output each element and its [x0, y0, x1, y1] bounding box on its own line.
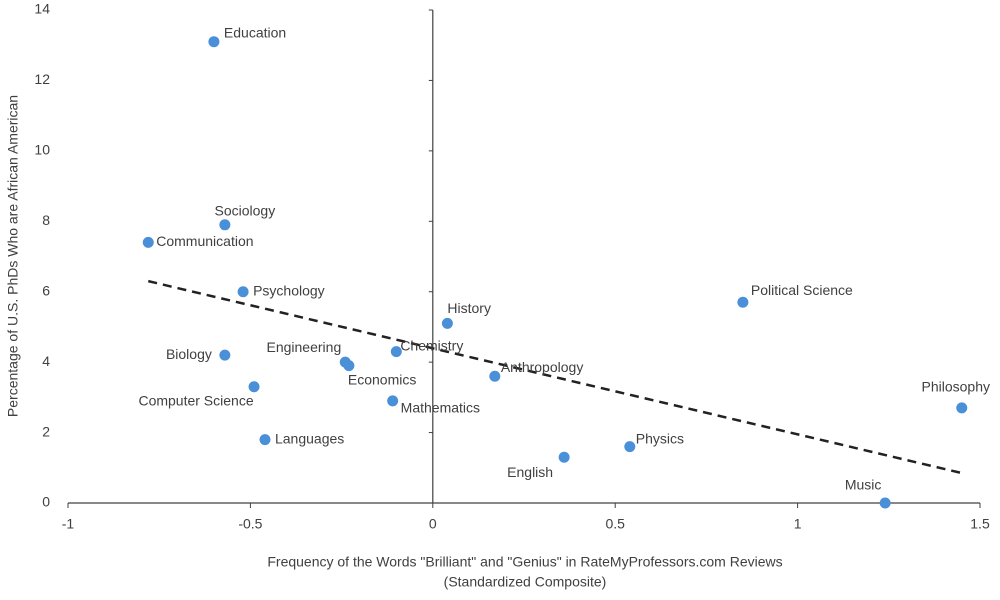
y-tick-label: 10	[34, 142, 50, 158]
y-tick-label: 6	[42, 282, 50, 298]
point-label: Psychology	[253, 282, 325, 298]
point-label: English	[507, 464, 553, 480]
point	[956, 402, 968, 414]
point	[441, 317, 453, 329]
y-tick-label: 4	[42, 353, 50, 369]
point-label: Biology	[166, 346, 212, 362]
trendline	[147, 279, 963, 475]
point-label: Communication	[156, 233, 253, 249]
x-tick-label: -0.5	[238, 516, 262, 532]
x-axis-title: Frequency of the Words "Brilliant" and "…	[267, 554, 782, 570]
y-axis-title: Percentage of U.S. PhDs Who are African …	[5, 95, 21, 417]
point-label: Chemistry	[400, 337, 463, 353]
x-axis-title: (Standardized Composite)	[444, 574, 607, 590]
y-tick-label: 8	[42, 212, 50, 228]
x-tick-label: -1	[62, 516, 75, 532]
x-tick-label: 0.5	[605, 516, 625, 532]
point	[208, 36, 220, 48]
point	[259, 434, 271, 446]
point-label: Sociology	[215, 203, 276, 219]
x-tick-label: 0	[429, 516, 437, 532]
point-label: Education	[224, 24, 286, 40]
point	[879, 497, 891, 509]
point	[737, 296, 749, 308]
point-label: Philosophy	[922, 379, 991, 395]
point	[558, 451, 570, 463]
point	[489, 370, 501, 382]
point-label: History	[447, 300, 491, 316]
point	[248, 381, 260, 393]
y-tick-label: 2	[42, 423, 50, 439]
y-tick-label: 14	[34, 1, 50, 17]
point	[387, 395, 399, 407]
point	[219, 349, 231, 361]
point	[142, 236, 154, 248]
point-label: Languages	[275, 430, 344, 446]
x-tick-label: 1	[794, 516, 802, 532]
point	[219, 219, 231, 231]
point-label: Engineering	[267, 339, 342, 355]
point	[237, 286, 249, 298]
point-label: Economics	[348, 371, 416, 387]
point-label: Mathematics	[401, 400, 480, 416]
point-label: Computer Science	[138, 392, 253, 408]
point-label: Physics	[636, 430, 684, 446]
point	[390, 346, 402, 358]
point-label: Music	[845, 477, 882, 493]
x-tick-label: 1.5	[970, 516, 990, 532]
y-tick-label: 12	[34, 71, 50, 87]
point	[624, 441, 636, 453]
point-label: Political Science	[751, 282, 853, 298]
y-tick-label: 0	[42, 494, 50, 510]
point	[343, 360, 355, 372]
point-label: Anthropology	[501, 359, 584, 375]
